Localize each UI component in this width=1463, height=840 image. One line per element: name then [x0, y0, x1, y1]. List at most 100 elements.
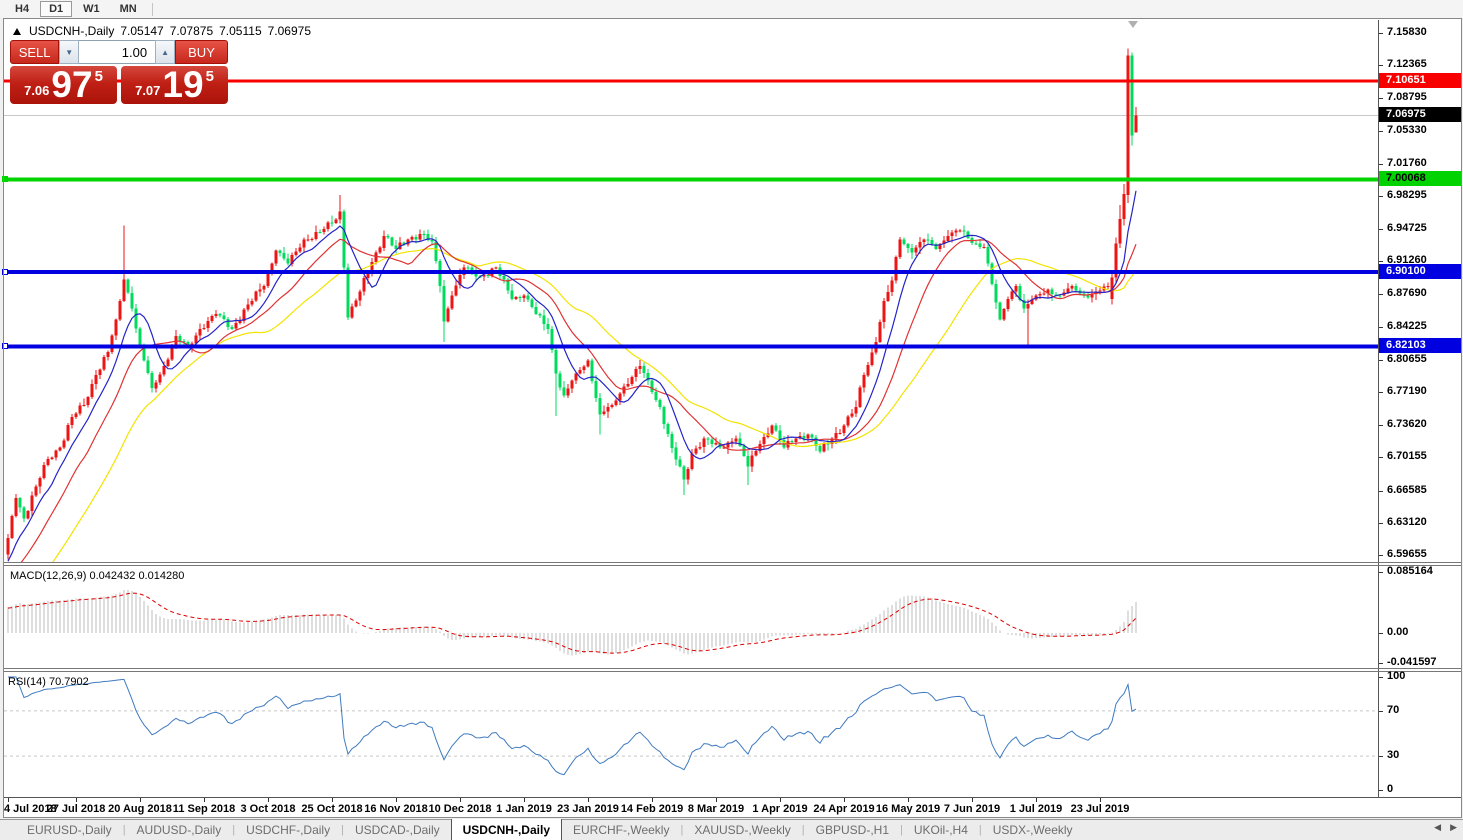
- price-tick-label: 7.05330: [1387, 123, 1427, 136]
- buy-price-big: 19: [162, 64, 204, 105]
- tab-separator: |: [232, 824, 236, 836]
- hline-anchor-handle[interactable]: [2, 176, 8, 183]
- panel-splitter[interactable]: [4, 565, 1462, 566]
- chart-tab-bar: EURUSD-,Daily | AUDUSD-,Daily | USDCHF-,Dail…: [0, 819, 1463, 840]
- buy-button[interactable]: BUY: [175, 40, 228, 64]
- buy-price-sup: 5: [205, 67, 214, 85]
- date-tick-label: 1 Apr 2019: [752, 803, 808, 815]
- chart-tab-eurchf-weekly[interactable]: EURCHF-,Weekly: [573, 823, 670, 837]
- date-tick-label: 24 Apr 2019: [813, 803, 875, 815]
- price-badge-6.82103: 6.82103: [1379, 338, 1461, 354]
- close-value: 7.06975: [267, 24, 312, 38]
- high-value: 7.07875: [169, 24, 214, 38]
- price-badge-7.00068: 7.00068: [1379, 171, 1461, 187]
- date-tick-label: 23 Jan 2019: [557, 803, 619, 815]
- chart-tab-eurusd-daily[interactable]: EURUSD-,Daily: [27, 823, 112, 837]
- date-tick-mark: [396, 798, 397, 802]
- chart-tab-gbpusd-h1[interactable]: GBPUSD-,H1: [815, 823, 889, 837]
- hline-anchor-handle[interactable]: [2, 269, 8, 276]
- collapse-panel-icon[interactable]: [13, 27, 21, 35]
- volume-input[interactable]: [79, 40, 156, 64]
- price-tick-label: 6.66585: [1387, 483, 1427, 496]
- chart-tab-ukoil-h4[interactable]: UKOil-,H4: [913, 823, 968, 837]
- horizontal-line-6.82103[interactable]: [4, 344, 1378, 349]
- volume-decrease-button[interactable]: ▼: [59, 40, 80, 64]
- date-tick-mark: [716, 798, 717, 802]
- price-tick-label: 7.15830: [1387, 26, 1427, 38]
- rsi-tick-label: 100: [1387, 670, 1406, 682]
- macd-panel: [7, 589, 1137, 656]
- sell-button[interactable]: SELL: [10, 40, 60, 64]
- date-tick-label: 27 Jul 2018: [46, 803, 106, 815]
- hline-anchor-handle[interactable]: [2, 343, 8, 350]
- chart-shift-marker-icon[interactable]: [1128, 21, 1138, 28]
- price-tick-mark: [1379, 457, 1383, 459]
- candlesticks: [6, 48, 1138, 560]
- volume-increase-button[interactable]: ▲: [155, 40, 176, 64]
- chart-tab-usdchf-daily[interactable]: USDCHF-,Daily: [246, 823, 331, 837]
- date-tick-mark: [588, 798, 589, 802]
- price-tick-mark: [1379, 65, 1383, 67]
- tab-separator: |: [801, 824, 805, 836]
- price-tick-label: 6.91260: [1387, 254, 1427, 267]
- moving-average-17: [20, 238, 1137, 562]
- rsi-tick-mark: [1379, 710, 1383, 712]
- price-tick-label: 6.70155: [1387, 450, 1427, 463]
- open-value: 7.05147: [120, 24, 164, 38]
- chart-tab-xauusd-weekly[interactable]: XAUUSD-,Weekly: [694, 823, 791, 837]
- price-tick-mark: [1379, 359, 1383, 361]
- price-badge-7.06975: 7.06975: [1379, 107, 1461, 123]
- price-badge-6.90100: 6.90100: [1379, 264, 1461, 280]
- timeframe-button-d1[interactable]: D1: [40, 1, 73, 17]
- date-tick-mark: [76, 798, 77, 802]
- chart-tab-usdcnh-daily[interactable]: USDCNH-,Daily: [450, 819, 562, 840]
- sell-price-big: 97: [51, 64, 93, 105]
- date-tick-mark: [204, 798, 205, 802]
- toolbar-separator: [151, 2, 153, 16]
- macd-tick-mark: [1379, 571, 1383, 573]
- panel-splitter[interactable]: [4, 668, 1462, 669]
- panel-splitter[interactable]: [4, 562, 1462, 563]
- date-tick-mark: [8, 798, 9, 802]
- timeframe-button-h4[interactable]: H4: [15, 3, 30, 15]
- chart-tab-usdcad-daily[interactable]: USDCAD-,Daily: [354, 823, 440, 837]
- date-tick-mark: [1100, 798, 1101, 802]
- date-tick-mark: [524, 798, 525, 802]
- buy-price-panel[interactable]: 7.07 19 5: [121, 66, 228, 104]
- tab-scroll-right-icon[interactable]: ▶: [1450, 822, 1457, 832]
- date-tick-label: 20 Aug 2018: [108, 803, 172, 815]
- price-tick-label: 6.59655: [1387, 547, 1427, 560]
- rsi-tick-mark: [1379, 677, 1383, 678]
- chart-tab-usdx-weekly[interactable]: USDX-,Weekly: [992, 823, 1073, 837]
- tab-scroll-left-icon[interactable]: ◀: [1434, 822, 1442, 832]
- rsi-tick-label: 0: [1387, 783, 1394, 795]
- tab-separator: |: [680, 824, 684, 836]
- timeframe-toolbar: H4 D1 W1 MN: [0, 0, 1463, 18]
- horizontal-line-7.00068[interactable]: [4, 177, 1378, 182]
- date-tick-mark: [972, 798, 973, 802]
- symbol-name: USDCNH-,Daily: [29, 24, 115, 38]
- price-tick-mark: [1379, 294, 1383, 296]
- price-tick-label: 6.63120: [1387, 515, 1427, 528]
- horizontal-line-7.10651[interactable]: [4, 79, 1378, 83]
- date-tick-label: 3 Oct 2018: [240, 803, 296, 815]
- sell-price-prefix: 7.06: [24, 82, 50, 98]
- macd-label: MACD(12,26,9) 0.042432 0.014280: [10, 570, 185, 582]
- price-tick-label: 6.77190: [1387, 385, 1427, 398]
- timeframe-button-mn[interactable]: MN: [119, 3, 137, 15]
- panel-splitter[interactable]: [4, 671, 1462, 672]
- date-tick-label: 1 Jul 2019: [1009, 803, 1063, 815]
- price-chart[interactable]: [4, 20, 1378, 562]
- date-tick-mark: [268, 798, 269, 802]
- symbol-ohlc-header: USDCNH-,Daily 7.05147 7.07875 7.05115 7.…: [13, 24, 311, 38]
- sell-price-panel[interactable]: 7.06 97 5: [10, 66, 117, 104]
- sell-price-sup: 5: [94, 67, 103, 85]
- date-tick-label: 4 Jul 2018: [4, 803, 57, 815]
- timeframe-button-w1[interactable]: W1: [83, 3, 100, 15]
- chart-tab-audusd-daily[interactable]: AUDUSD-,Daily: [136, 823, 222, 837]
- date-tick-mark: [140, 798, 141, 802]
- horizontal-line-6.901[interactable]: [4, 270, 1378, 275]
- rsi-panel: [4, 676, 1378, 776]
- rsi-line: [8, 676, 1137, 776]
- moving-average-34: [52, 247, 1137, 562]
